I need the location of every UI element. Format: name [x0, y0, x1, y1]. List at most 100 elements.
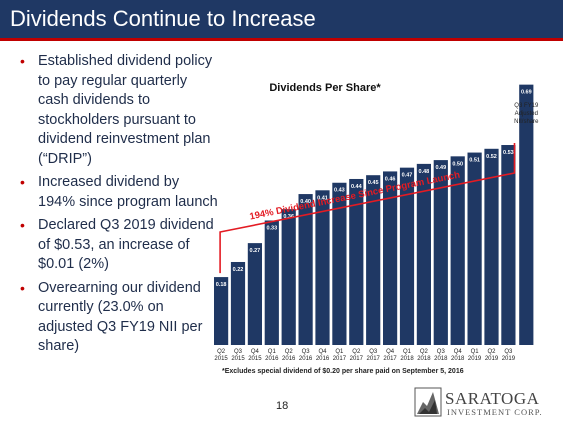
- x-tick-label-quarter: Q2: [487, 349, 496, 355]
- bar-value-label: 0.40: [300, 199, 311, 205]
- chart-bar: [366, 175, 381, 345]
- extra-bar-caption: NII/share: [514, 119, 539, 125]
- chart-bar: [433, 160, 448, 345]
- bar-value-label: 0.53: [503, 150, 514, 156]
- bar-value-label: 0.43: [334, 188, 345, 194]
- extra-bar: [519, 84, 534, 345]
- chart-bar: [501, 145, 516, 345]
- bar-value-label: 0.33: [266, 225, 277, 231]
- bullet-dot-icon: •: [20, 279, 25, 296]
- x-tick-label-quarter: Q1: [268, 349, 277, 355]
- bullet-list: • Established dividend policy to pay regu…: [20, 52, 220, 361]
- bar-value-label: 0.18: [216, 282, 227, 288]
- bullet-item: • Established dividend policy to pay regu…: [20, 52, 220, 169]
- x-tick-label-quarter: Q2: [352, 349, 361, 355]
- extra-bar-caption: Adjusted: [515, 111, 538, 117]
- x-tick-label-year: 2015: [231, 356, 245, 362]
- x-tick-label-year: 2018: [417, 356, 431, 362]
- bar-value-label: 0.48: [419, 169, 430, 175]
- bullet-item: • Overearning our dividend currently (23.…: [20, 279, 220, 357]
- bullet-dot-icon: •: [20, 174, 25, 190]
- page-number: 18: [276, 400, 289, 412]
- bullet-text: Declared Q3 2019 dividend of $0.53, an i…: [38, 217, 214, 272]
- x-tick-label-quarter: Q1: [471, 349, 480, 355]
- x-tick-label-year: 2019: [468, 356, 482, 362]
- bar-value-label: 0.49: [435, 165, 446, 171]
- x-tick-label-quarter: Q3: [234, 349, 243, 355]
- x-tick-label-quarter: Q2: [285, 349, 294, 355]
- chart-bar: [332, 182, 347, 345]
- annotation-bracket: [219, 143, 516, 274]
- bar-value-label: 0.52: [486, 154, 497, 160]
- logo-subtitle: INVESTMENT CORP.: [447, 407, 543, 417]
- chart-bar: [298, 194, 313, 345]
- bullet-dot-icon: •: [20, 53, 25, 69]
- x-tick-label-year: 2016: [299, 356, 313, 362]
- page-title: Dividends Continue to Increase: [10, 6, 316, 31]
- x-tick-label-quarter: Q2: [217, 349, 226, 355]
- saratoga-logo-icon: [414, 387, 442, 417]
- x-tick-label-year: 2018: [434, 356, 448, 362]
- bullet-item: • Declared Q3 2019 dividend of $0.53, an …: [20, 216, 220, 275]
- chart-bar: [214, 277, 229, 345]
- bar-value-label: 0.50: [452, 161, 463, 167]
- chart-bar: [399, 167, 415, 345]
- logo-name: SARATOGA: [445, 389, 540, 408]
- title-divider: [0, 38, 563, 41]
- bar-value-label: 0.41: [317, 195, 328, 201]
- bar-value-label: 0.44: [351, 184, 363, 190]
- x-tick-label-year: 2017: [367, 356, 381, 362]
- x-tick-label-year: 2016: [316, 356, 330, 362]
- extra-bar-value-label: 0.69: [521, 90, 532, 96]
- x-tick-label-quarter: Q1: [335, 349, 344, 355]
- chart-bar: [416, 163, 431, 345]
- x-tick-label-quarter: Q4: [386, 349, 395, 355]
- bullet-item: • Increased dividend by 194% since progra…: [20, 173, 220, 212]
- title-bar: Dividends Continue to Increase: [0, 0, 563, 38]
- x-tick-label-quarter: Q1: [403, 349, 412, 355]
- bullet-dot-icon: •: [20, 217, 25, 233]
- bar-value-label: 0.45: [368, 180, 379, 186]
- bullet-text: Overearning our dividend currently (23.0…: [38, 279, 203, 355]
- bar-value-label: 0.46: [385, 176, 396, 182]
- chart-bar: [315, 190, 330, 345]
- x-tick-label-quarter: Q4: [318, 349, 327, 355]
- chart-bar: [450, 156, 465, 345]
- x-tick-label-quarter: Q3: [437, 349, 446, 355]
- x-tick-label-year: 2017: [350, 356, 364, 362]
- x-tick-label-year: 2017: [333, 356, 347, 362]
- bar-value-label: 0.27: [250, 248, 261, 254]
- saratoga-logo: SARATOGA INVESTMENT CORP.: [414, 387, 543, 417]
- x-tick-label-quarter: Q3: [504, 349, 513, 355]
- x-tick-label-year: 2015: [248, 356, 262, 362]
- chart-bar: [281, 209, 296, 345]
- x-tick-label-year: 2018: [451, 356, 465, 362]
- chart-bar: [467, 152, 482, 345]
- x-tick-label-year: 2015: [214, 356, 228, 362]
- x-tick-label-quarter: Q4: [454, 349, 463, 355]
- x-tick-label-quarter: Q4: [251, 349, 260, 355]
- x-tick-label-year: 2017: [383, 356, 397, 362]
- chart-bar: [383, 171, 398, 345]
- x-tick-label-year: 2016: [282, 356, 296, 362]
- x-tick-label-year: 2019: [502, 356, 516, 362]
- bar-value-label: 0.47: [402, 173, 413, 179]
- bullet-text: Increased dividend by 194% since program…: [38, 174, 218, 210]
- bullet-text: Established dividend policy to pay regul…: [38, 53, 213, 167]
- chart-bar: [247, 243, 262, 345]
- chart-bar: [230, 261, 246, 345]
- chart-footnote: *Excludes special dividend of $0.20 per …: [222, 368, 464, 375]
- x-tick-label-year: 2019: [485, 356, 499, 362]
- extra-bar-caption: Q3 FY19: [514, 103, 539, 109]
- x-tick-label-year: 2018: [400, 356, 414, 362]
- x-tick-label-quarter: Q3: [369, 349, 378, 355]
- chart-title: Dividends Per Share*: [269, 82, 381, 94]
- bar-value-label: 0.51: [469, 158, 480, 164]
- x-tick-label-quarter: Q2: [420, 349, 429, 355]
- chart-bar: [349, 178, 364, 345]
- x-tick-label-year: 2016: [265, 356, 279, 362]
- chart-bar: [264, 220, 279, 345]
- x-tick-label-quarter: Q3: [302, 349, 311, 355]
- bar-value-label: 0.36: [283, 214, 294, 220]
